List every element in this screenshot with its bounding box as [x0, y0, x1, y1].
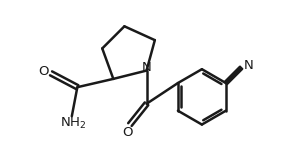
Text: N: N — [244, 59, 254, 72]
Text: N: N — [142, 61, 151, 74]
Text: O: O — [122, 126, 133, 139]
Text: NH$_2$: NH$_2$ — [60, 116, 86, 131]
Text: O: O — [38, 65, 49, 78]
